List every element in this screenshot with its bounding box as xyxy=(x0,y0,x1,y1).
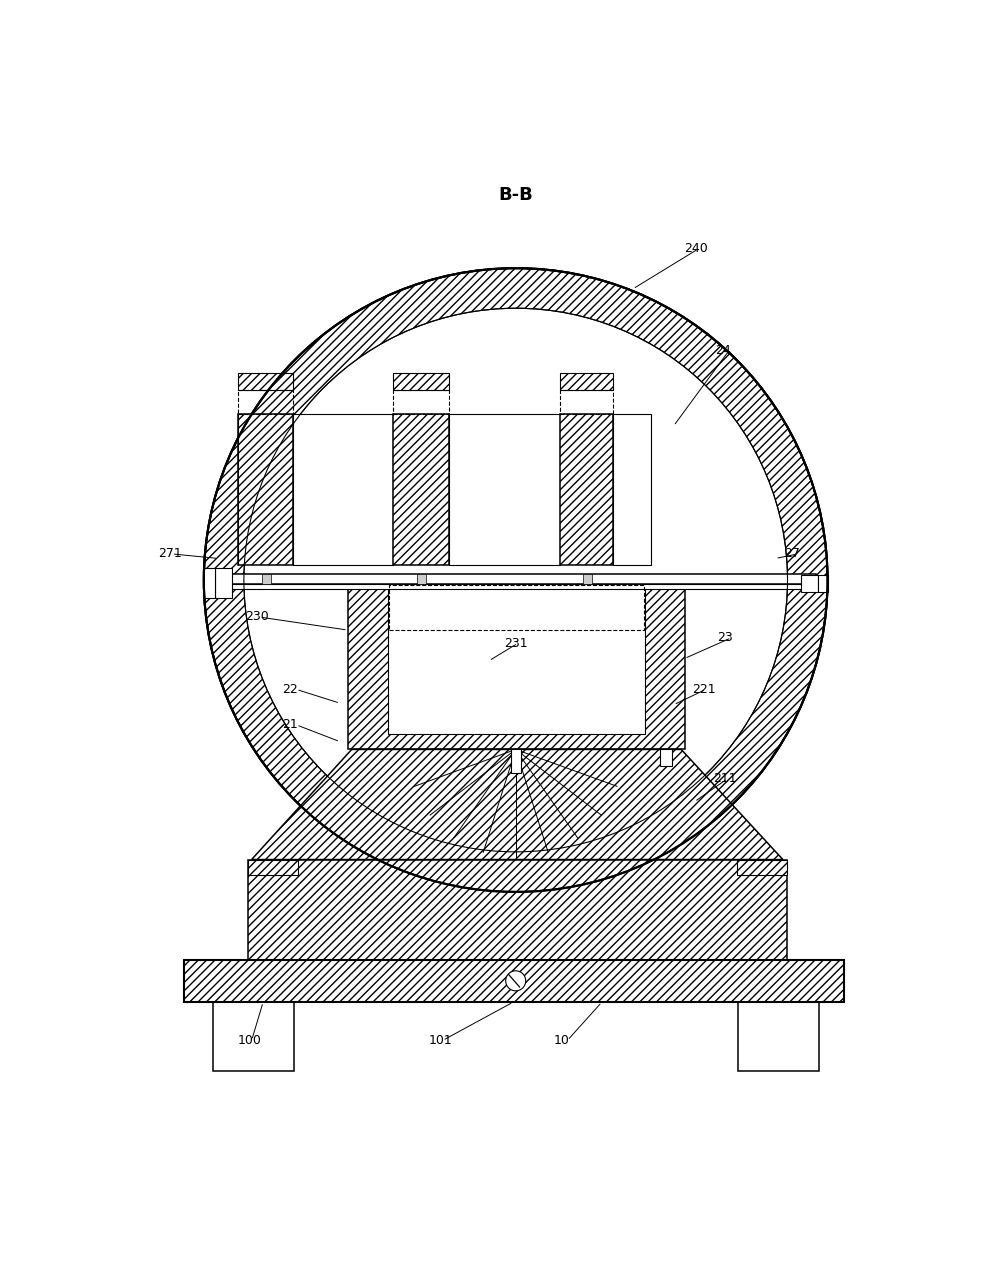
Polygon shape xyxy=(184,960,845,1001)
Bar xyxy=(184,960,845,1001)
Polygon shape xyxy=(252,749,782,860)
Polygon shape xyxy=(238,373,293,390)
Bar xyxy=(612,414,652,565)
Text: 22: 22 xyxy=(282,682,298,696)
Polygon shape xyxy=(394,373,449,390)
Polygon shape xyxy=(560,373,612,390)
Bar xyxy=(231,584,803,589)
Text: 231: 231 xyxy=(505,637,528,649)
Text: 240: 240 xyxy=(685,243,708,256)
Bar xyxy=(802,575,819,591)
Text: 21: 21 xyxy=(282,718,298,732)
Bar xyxy=(819,575,828,591)
Text: 27: 27 xyxy=(784,547,801,561)
Bar xyxy=(417,573,426,584)
Text: B-B: B-B xyxy=(498,186,533,204)
Ellipse shape xyxy=(203,268,828,891)
Bar xyxy=(583,573,592,584)
Text: 221: 221 xyxy=(692,682,716,696)
Bar xyxy=(511,749,521,772)
Polygon shape xyxy=(560,414,612,565)
Bar xyxy=(449,414,560,565)
Bar xyxy=(262,573,271,584)
Bar xyxy=(738,1001,819,1071)
Bar xyxy=(214,568,232,598)
Polygon shape xyxy=(737,860,786,875)
Bar xyxy=(293,414,394,565)
Text: 271: 271 xyxy=(158,547,181,561)
Bar xyxy=(203,568,214,598)
Text: 211: 211 xyxy=(714,772,737,785)
Text: 230: 230 xyxy=(246,610,269,623)
Bar xyxy=(217,573,816,584)
Polygon shape xyxy=(248,860,298,875)
Polygon shape xyxy=(394,414,449,565)
Ellipse shape xyxy=(244,308,787,852)
Text: 100: 100 xyxy=(238,1034,262,1047)
Circle shape xyxy=(506,971,526,991)
Bar xyxy=(388,584,645,734)
Polygon shape xyxy=(347,584,685,749)
Polygon shape xyxy=(238,414,293,565)
Bar xyxy=(213,1001,294,1071)
Bar xyxy=(660,749,672,766)
Bar xyxy=(238,414,667,565)
Text: 23: 23 xyxy=(717,632,733,644)
Text: 101: 101 xyxy=(429,1034,452,1047)
Polygon shape xyxy=(248,860,786,960)
Text: 10: 10 xyxy=(554,1034,569,1047)
Text: 24: 24 xyxy=(715,344,731,357)
